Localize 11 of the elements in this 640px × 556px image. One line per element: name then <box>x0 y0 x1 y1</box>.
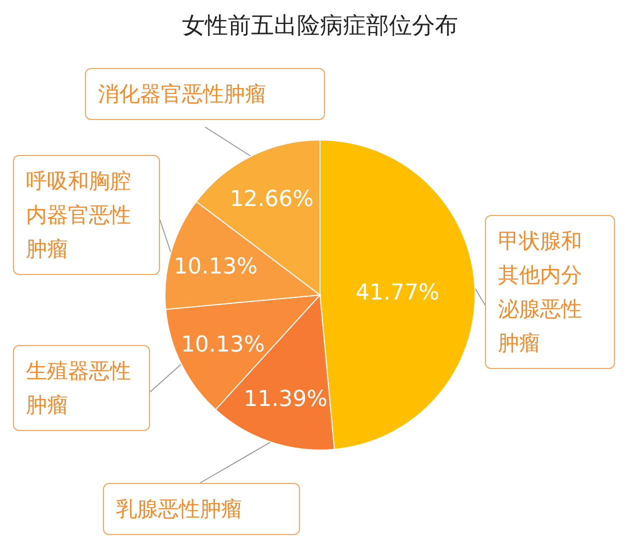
data-label: 12.66% <box>230 186 314 212</box>
slice-label: 乳腺恶性肿瘤 <box>103 483 300 535</box>
slice-label: 消化器官恶性肿瘤 <box>85 68 325 120</box>
slice-label: 呼吸和胸腔内器官恶性肿瘤 <box>13 155 160 275</box>
data-label: 10.13% <box>174 254 258 280</box>
slice-label: 甲状腺和其他内分泌腺恶性肿瘤 <box>485 215 615 369</box>
data-label: 41.77% <box>355 280 440 306</box>
slice-label: 生殖器恶性肿瘤 <box>13 345 150 431</box>
data-label: 11.39% <box>244 386 328 412</box>
chart-title: 女性前五出险病症部位分布 <box>181 12 459 41</box>
data-label: 10.13% <box>180 332 265 358</box>
